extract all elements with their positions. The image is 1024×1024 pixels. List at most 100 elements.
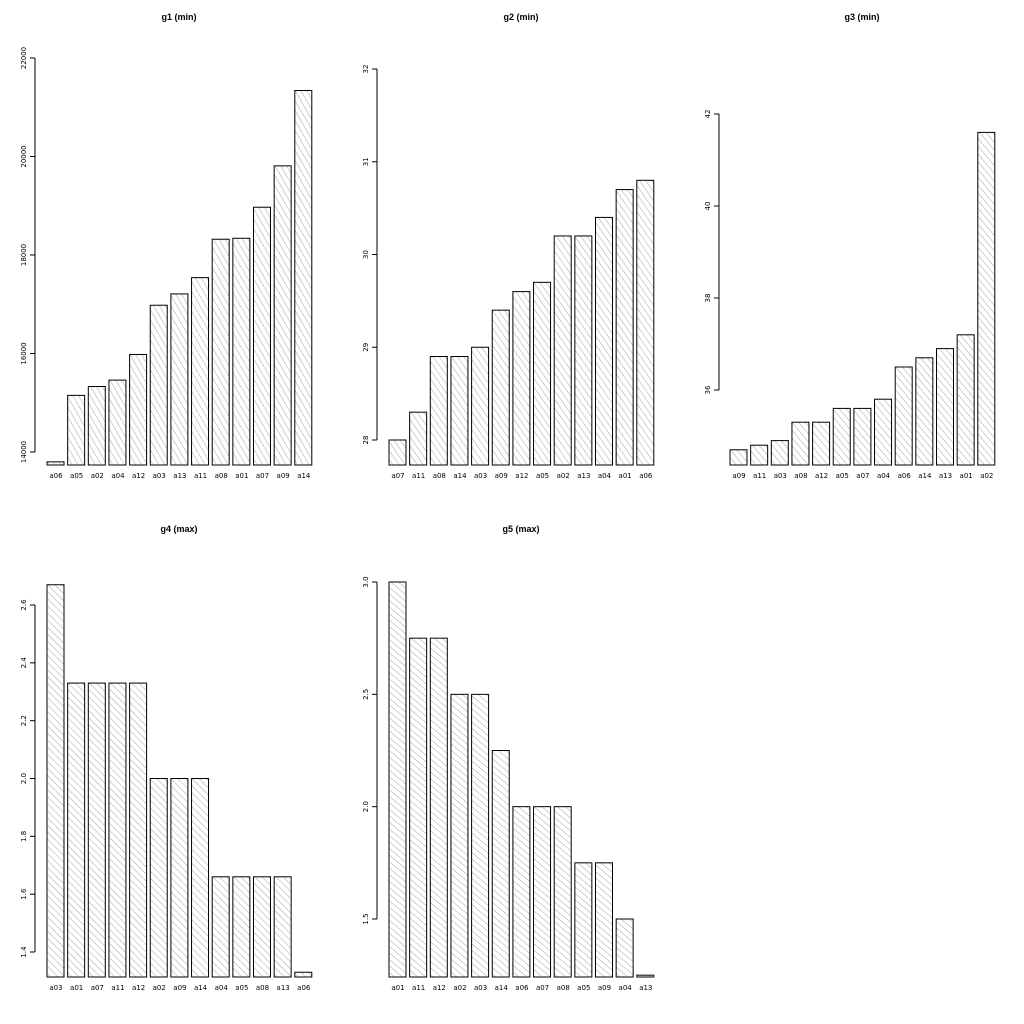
x-tick-label: a14 [495, 984, 509, 992]
y-tick-label: 2.0 [20, 773, 28, 784]
x-tick-label: a12 [515, 472, 528, 480]
bar-a05 [574, 862, 593, 978]
x-tick-label: a09 [732, 472, 745, 480]
chart-title: g2 (min) [504, 12, 539, 22]
bar-a08 [791, 421, 810, 466]
bar-a11 [108, 682, 127, 978]
bar-a02 [149, 778, 168, 978]
bar-a12 [512, 291, 531, 466]
bar-a09 [729, 449, 748, 466]
x-tick-label: a01 [391, 984, 404, 992]
bar-a14 [450, 356, 469, 466]
bar-a08 [253, 876, 271, 978]
y-tick-label: 16000 [20, 342, 28, 364]
bar-a11 [409, 411, 428, 466]
x-tick-label: a08 [215, 472, 228, 480]
x-tick-label: a09 [173, 984, 186, 992]
bar-a02 [977, 131, 996, 466]
x-tick-label: a02 [153, 984, 166, 992]
x-tick-label: a04 [215, 984, 229, 992]
y-tick-label: 38 [704, 294, 712, 303]
x-tick-label: a09 [277, 472, 290, 480]
x-tick-label: a05 [536, 472, 549, 480]
bar-a06 [512, 806, 531, 978]
x-tick-label: a03 [49, 984, 62, 992]
x-tick-label: a11 [412, 984, 425, 992]
x-tick-label: a09 [495, 472, 508, 480]
x-tick-label: a12 [132, 472, 145, 480]
y-tick-label: 20000 [20, 145, 28, 167]
bar-a03 [46, 584, 65, 978]
x-tick-label: a07 [91, 984, 104, 992]
x-tick-label: a03 [474, 472, 487, 480]
x-tick-label: a04 [598, 472, 612, 480]
x-tick-label: a11 [194, 472, 207, 480]
x-tick-label: a03 [774, 472, 787, 480]
y-tick-label: 2.6 [20, 599, 28, 611]
chart-title: g3 (min) [845, 12, 880, 22]
y-tick-label: 40 [704, 202, 712, 211]
x-tick-label: a07 [256, 472, 269, 480]
bar-a06 [636, 179, 655, 466]
x-tick-label: a12 [433, 984, 446, 992]
chart-panel-1: g1 (min) 14000 16000 18000 20000 22000 a06 a05 a… [20, 12, 313, 480]
x-tick-label: a11 [111, 984, 124, 992]
bar-a06 [294, 971, 313, 978]
bar-a03 [471, 346, 490, 466]
bar-a07 [253, 206, 271, 466]
x-tick-label: a13 [277, 984, 290, 992]
x-tick-label: a06 [898, 472, 912, 480]
y-tick-label: 2.4 [20, 657, 28, 669]
bar-a09 [170, 778, 189, 978]
bar-a05 [67, 394, 86, 466]
bar-a13 [273, 876, 292, 978]
bar-a05 [232, 876, 251, 978]
y-tick-label: 14000 [20, 441, 28, 463]
bar-a04 [211, 876, 230, 978]
x-tick-label: a14 [453, 472, 467, 480]
chart-title: g5 (max) [502, 524, 539, 534]
x-tick-label: a07 [391, 472, 404, 480]
x-tick-label: a09 [598, 984, 611, 992]
bar-a13 [936, 348, 954, 466]
y-tick-label: 42 [704, 110, 712, 119]
x-tick-label: a11 [412, 472, 425, 480]
x-tick-label: a12 [815, 472, 828, 480]
bar-a12 [429, 637, 448, 978]
bar-a04 [615, 918, 634, 978]
bar-a01 [232, 237, 251, 466]
x-tick-label: a01 [960, 472, 973, 480]
x-tick-label: a08 [433, 472, 446, 480]
bar-a13 [636, 974, 655, 978]
x-tick-label: a06 [515, 984, 529, 992]
y-tick-label: 2.5 [362, 689, 370, 700]
bar-a02 [450, 693, 469, 978]
chart-panel-5: g5 (max) 1.5 2.0 2.5 3.0 a01 a11 a12 a02 a03 a14 a0… [362, 524, 655, 992]
bar-a06 [894, 366, 913, 466]
x-tick-label: a08 [794, 472, 807, 480]
x-tick-label: a07 [536, 984, 549, 992]
x-tick-label: a04 [877, 472, 891, 480]
x-tick-label: a04 [619, 984, 633, 992]
y-tick-label: 1.5 [362, 913, 370, 924]
x-tick-label: a04 [111, 472, 125, 480]
x-tick-label: a01 [235, 472, 248, 480]
bar-a14 [294, 90, 313, 466]
bar-a14 [491, 750, 510, 978]
bar-a04 [108, 379, 127, 466]
x-tick-label: a14 [194, 984, 208, 992]
x-tick-label: a03 [474, 984, 487, 992]
y-tick-label: 28 [362, 436, 370, 445]
y-tick-label: 2.0 [362, 801, 370, 812]
bar-a09 [491, 309, 510, 466]
bar-a01 [956, 334, 975, 466]
y-tick-label: 36 [704, 385, 712, 394]
y-tick-label: 22000 [20, 47, 28, 69]
x-tick-label: a14 [297, 472, 311, 480]
bar-a11 [409, 637, 428, 978]
y-tick-label: 31 [362, 157, 370, 166]
bar-a03 [770, 440, 789, 466]
chart-title: g4 (max) [160, 524, 197, 534]
x-tick-label: a05 [577, 984, 590, 992]
bar-a12 [129, 682, 148, 978]
